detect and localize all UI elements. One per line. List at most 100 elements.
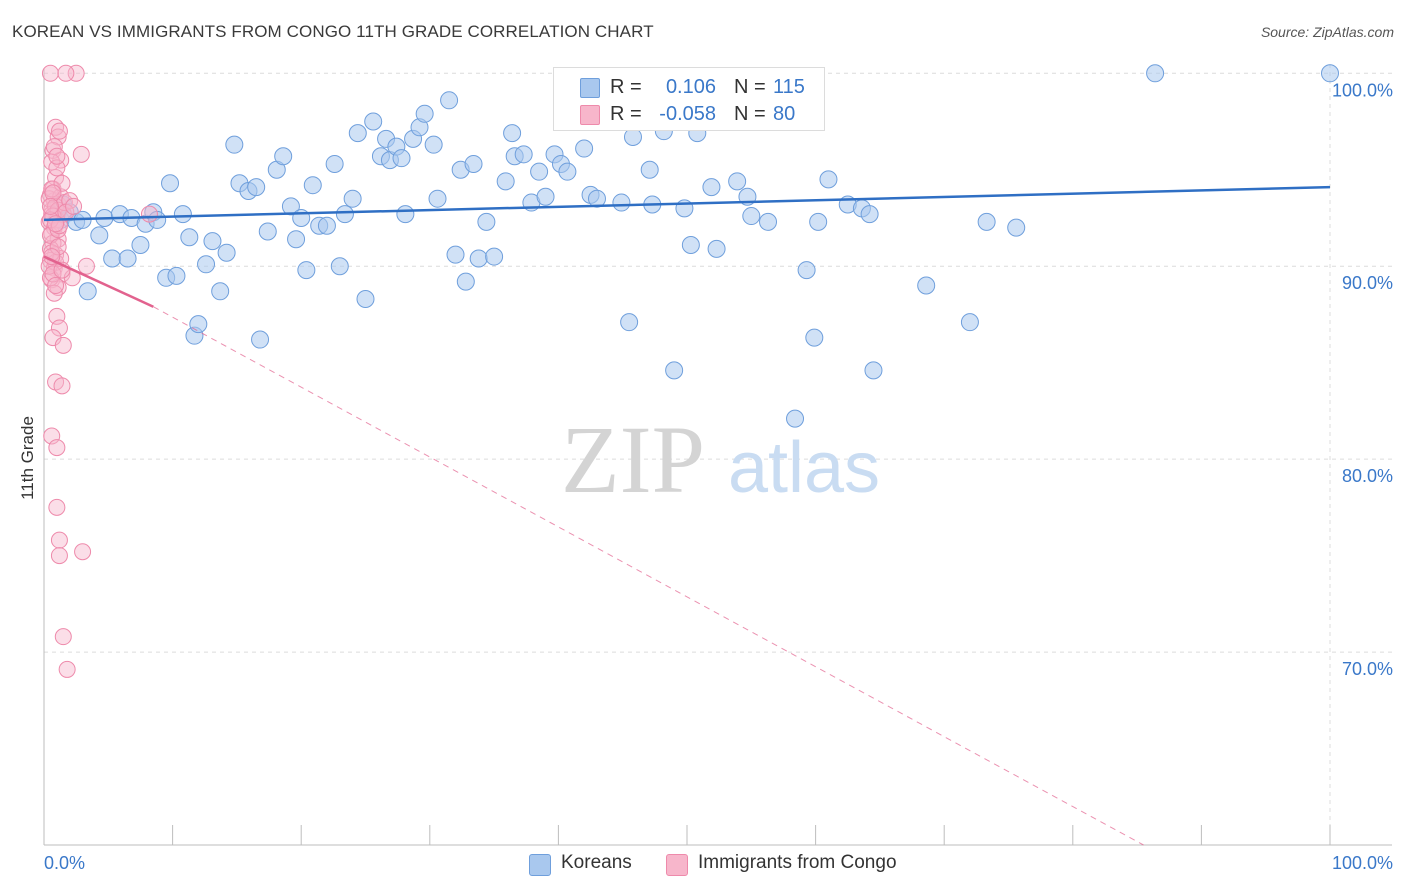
korean-point [514, 145, 533, 164]
congo-point [48, 147, 66, 165]
korean-point [287, 230, 306, 249]
y-tick-label: 90.0% [1342, 273, 1393, 293]
legend-n-value: 80 [773, 103, 796, 125]
korean-point [440, 91, 459, 110]
korean-point [325, 154, 344, 173]
korean-point [317, 216, 336, 235]
korean-point [297, 261, 316, 280]
korean-point [428, 189, 447, 208]
korean-point [587, 189, 606, 208]
korean-point [189, 315, 208, 334]
korean-point [977, 212, 996, 231]
korean-point [356, 290, 375, 309]
congo-point [54, 336, 72, 354]
bottom-legend-swatch-koreans [529, 854, 551, 876]
x-tick-label: 100.0% [1332, 853, 1393, 873]
congo-point [65, 197, 83, 215]
x-tick-label: 0.0% [44, 853, 85, 873]
korean-point [917, 276, 936, 295]
watermark-zip: ZIP [561, 406, 705, 513]
korean-point [477, 212, 496, 231]
korean-point [860, 205, 879, 224]
korean-point [702, 178, 721, 197]
korean-point [558, 162, 577, 181]
congo-point [41, 64, 59, 82]
korean-point [485, 247, 504, 266]
korean-point [809, 212, 828, 231]
source-label: Source: ZipAtlas.com [1260, 24, 1394, 40]
congo-point [47, 277, 65, 295]
congo-point [72, 145, 90, 163]
korean-point [786, 409, 805, 428]
congo-trend-line [43, 255, 154, 308]
gridlines [44, 64, 1392, 845]
korean-point [167, 266, 186, 285]
congo-point [45, 138, 63, 156]
congo-point [58, 660, 76, 678]
korean-point [131, 235, 150, 254]
korean-point [530, 162, 549, 181]
korean-point [623, 127, 642, 146]
korean-point [274, 147, 293, 166]
korean-point [161, 174, 180, 193]
congo-point [48, 159, 66, 177]
congo-point [50, 122, 68, 140]
legend-n-label: N = [734, 103, 766, 125]
korean-point [575, 139, 594, 158]
legend-r-value: 0.106 [665, 76, 716, 98]
korean-point [118, 249, 137, 268]
korean-point [343, 189, 362, 208]
korean-point [1007, 218, 1026, 237]
korean-point [665, 361, 684, 380]
korean-point [464, 154, 483, 173]
watermark-atlas: atlas [728, 428, 880, 508]
legend-r-value: -0.058 [659, 103, 716, 125]
y-tick-label: 70.0% [1342, 659, 1393, 679]
korean-point [211, 282, 230, 301]
korean-point [620, 313, 639, 332]
congo-point [140, 205, 158, 223]
chart-title: KOREAN VS IMMIGRANTS FROM CONGO 11TH GRA… [12, 22, 654, 41]
legend-r-label: R = [610, 103, 642, 125]
korean-point [217, 243, 236, 262]
congo-point [57, 64, 75, 82]
korean-point [1146, 64, 1165, 83]
korean-point [707, 239, 726, 258]
congo-point [50, 319, 68, 337]
korean-point [364, 112, 383, 131]
bottom-legend-label-koreans: Koreans [561, 852, 632, 873]
congo-point [53, 377, 71, 395]
korean-point [281, 197, 300, 216]
korean-point [797, 261, 816, 280]
congo-point [74, 543, 92, 561]
korean-point [819, 170, 838, 189]
congo-point [49, 238, 67, 256]
legend-swatch-koreans [580, 78, 600, 98]
bottom-legend-swatch-congo [666, 854, 688, 876]
korean-point [742, 207, 761, 226]
korean-point [247, 178, 266, 197]
congo-point [48, 439, 66, 457]
korean-point [251, 330, 270, 349]
axes [43, 68, 1392, 846]
korean-trend-line [43, 185, 1331, 222]
y-axis-label: 11th Grade [18, 416, 37, 500]
korean-point [1321, 64, 1339, 83]
stats-legend: R = 0.106 N = 115 R = -0.058 N = 80 [553, 67, 825, 131]
korean-point [640, 160, 659, 179]
korean-point [864, 361, 883, 380]
korean-point [330, 257, 349, 276]
korean-point [225, 135, 244, 154]
congo-point [54, 628, 72, 646]
congo-trend-line-extended [153, 306, 1144, 846]
bottom-legend-label-congo: Immigrants from Congo [698, 852, 897, 873]
korean-point [424, 135, 443, 154]
congo-point [48, 498, 66, 516]
korean-point [197, 255, 216, 274]
trend-lines [43, 185, 1331, 846]
congo-point [43, 248, 61, 266]
korean-point [446, 245, 465, 264]
congo-point [44, 184, 62, 202]
legend-n-value: 115 [773, 76, 805, 98]
